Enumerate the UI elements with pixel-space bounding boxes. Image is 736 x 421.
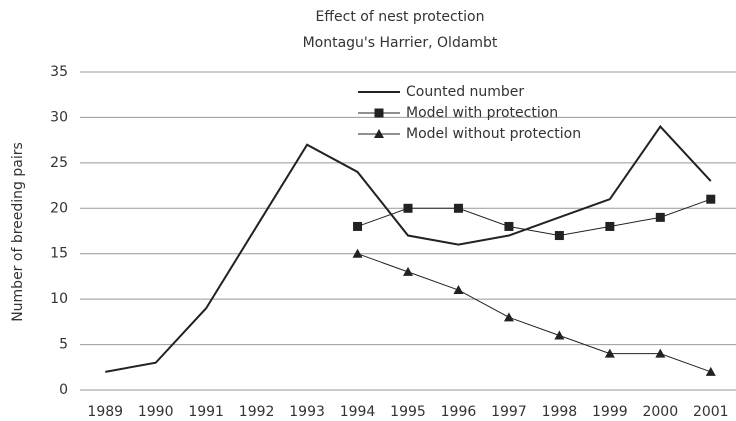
marker bbox=[655, 212, 665, 222]
series-line bbox=[105, 124, 712, 373]
y-tick-label: 5 bbox=[59, 337, 68, 353]
marker bbox=[705, 366, 716, 376]
x-tick-label: 2000 bbox=[642, 404, 678, 420]
x-tick-label: 1992 bbox=[239, 404, 275, 420]
y-tick-label: 30 bbox=[50, 109, 68, 125]
x-tick-label: 1998 bbox=[542, 404, 578, 420]
x-tick-label: 1999 bbox=[592, 404, 628, 420]
legend-label: Model with protection bbox=[406, 105, 558, 121]
legend-label: Model without protection bbox=[406, 126, 581, 142]
marker bbox=[503, 312, 514, 322]
series-line bbox=[357, 253, 711, 373]
y-tick-label: 0 bbox=[59, 382, 68, 398]
marker bbox=[352, 248, 363, 258]
marker bbox=[353, 221, 363, 231]
x-tick-label: 1995 bbox=[390, 404, 426, 420]
marker bbox=[453, 203, 463, 213]
x-tick-label: 1993 bbox=[289, 404, 325, 420]
x-tick-label: 1997 bbox=[491, 404, 527, 420]
y-tick-label: 20 bbox=[50, 200, 68, 216]
marker bbox=[605, 221, 615, 231]
y-tick-label: 15 bbox=[50, 246, 68, 262]
x-tick-label: 1994 bbox=[340, 404, 376, 420]
chart-title: Effect of nest protection bbox=[316, 9, 485, 25]
x-tick-label: 1989 bbox=[87, 404, 123, 420]
marker bbox=[374, 108, 384, 118]
x-tick-label: 1996 bbox=[441, 404, 477, 420]
x-tick-label: 1991 bbox=[188, 404, 224, 420]
marker bbox=[504, 221, 514, 231]
y-tick-label: 25 bbox=[50, 155, 68, 171]
marker bbox=[374, 129, 384, 138]
marker bbox=[554, 231, 564, 241]
x-tick-label: 1990 bbox=[138, 404, 174, 420]
y-tick-label: 35 bbox=[50, 64, 68, 80]
marker bbox=[706, 194, 716, 204]
series-line bbox=[357, 198, 711, 237]
chart-subtitle: Montagu's Harrier, Oldambt bbox=[303, 35, 498, 51]
y-tick-label: 10 bbox=[50, 291, 68, 307]
marker bbox=[655, 348, 666, 358]
marker bbox=[403, 203, 413, 213]
marker bbox=[453, 285, 464, 295]
marker bbox=[604, 348, 615, 358]
legend-label: Counted number bbox=[406, 84, 524, 100]
y-axis-label: Number of breeding pairs bbox=[10, 142, 26, 322]
marker bbox=[554, 330, 565, 340]
marker bbox=[403, 266, 413, 276]
x-tick-label: 2001 bbox=[693, 404, 729, 420]
